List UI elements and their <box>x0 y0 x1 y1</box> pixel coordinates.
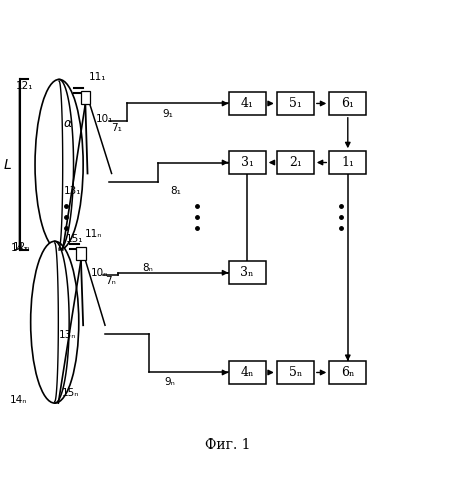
Text: 10₁: 10₁ <box>96 114 114 124</box>
Text: Фиг. 1: Фиг. 1 <box>205 438 250 452</box>
Bar <box>277 92 314 115</box>
Text: 5ₙ: 5ₙ <box>289 366 302 379</box>
Text: 15₁: 15₁ <box>66 234 84 244</box>
Bar <box>277 151 314 174</box>
Text: L: L <box>3 158 11 172</box>
Bar <box>329 361 366 384</box>
Bar <box>229 262 266 284</box>
Text: 2₁: 2₁ <box>289 156 302 169</box>
Text: 14ₙ: 14ₙ <box>10 394 27 404</box>
Text: 6ₙ: 6ₙ <box>341 366 355 379</box>
Text: 14₁: 14₁ <box>11 243 28 253</box>
Text: 8₁: 8₁ <box>171 186 181 196</box>
Text: 6₁: 6₁ <box>341 97 354 110</box>
Text: 10ₙ: 10ₙ <box>91 268 108 278</box>
Bar <box>229 92 266 115</box>
Text: 3ₙ: 3ₙ <box>241 266 254 279</box>
Text: 8ₙ: 8ₙ <box>142 264 153 274</box>
Bar <box>229 361 266 384</box>
Text: 11₁: 11₁ <box>89 72 106 83</box>
Text: α: α <box>64 116 72 130</box>
Text: 3₁: 3₁ <box>241 156 254 169</box>
Text: 15ₙ: 15ₙ <box>62 388 79 398</box>
Bar <box>329 92 366 115</box>
Text: 12₁: 12₁ <box>16 81 34 91</box>
Bar <box>80 91 90 104</box>
Bar <box>277 361 314 384</box>
Text: 13ₙ: 13ₙ <box>59 330 76 340</box>
Text: 1₁: 1₁ <box>341 156 354 169</box>
Text: 4₁: 4₁ <box>241 97 254 110</box>
Text: 9ₙ: 9ₙ <box>164 377 175 387</box>
Bar <box>76 247 86 260</box>
Text: 9₁: 9₁ <box>162 110 173 120</box>
Ellipse shape <box>31 242 79 403</box>
Text: 13₁: 13₁ <box>63 186 81 196</box>
Bar <box>329 151 366 174</box>
Ellipse shape <box>35 80 83 250</box>
Text: 5₁: 5₁ <box>289 97 302 110</box>
Text: 7₁: 7₁ <box>112 122 123 132</box>
Text: 7ₙ: 7ₙ <box>105 276 116 286</box>
Text: 4ₙ: 4ₙ <box>241 366 254 379</box>
Text: 11ₙ: 11ₙ <box>84 228 102 238</box>
Text: 12ₙ: 12ₙ <box>13 242 30 252</box>
Bar <box>229 151 266 174</box>
